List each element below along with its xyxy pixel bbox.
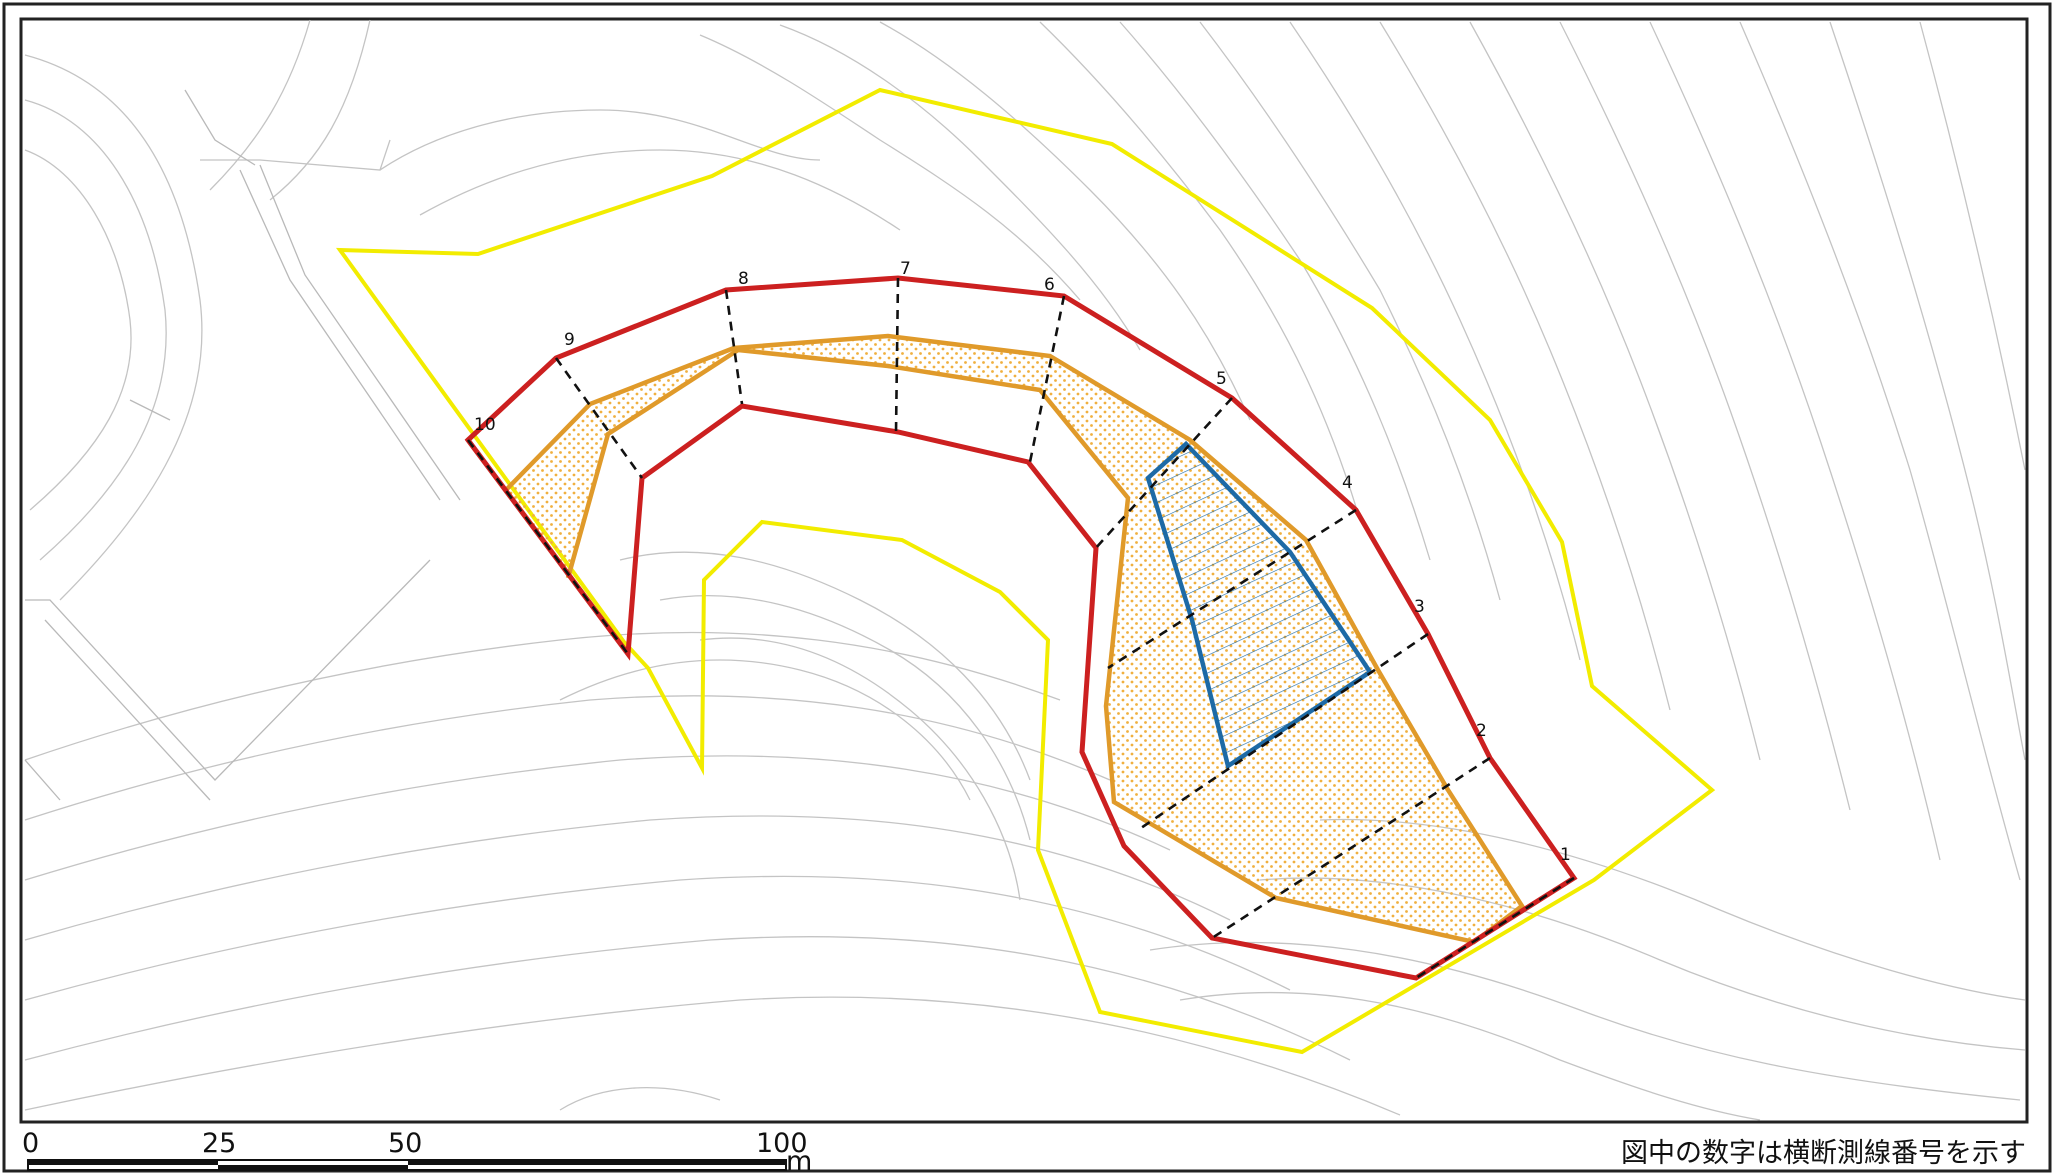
section-label: 10 xyxy=(474,415,496,435)
section-line-2 xyxy=(1211,756,1491,940)
section-label: 7 xyxy=(900,259,911,279)
map-frame xyxy=(19,17,2029,1124)
displaced-mass xyxy=(504,333,1526,945)
section-line-7 xyxy=(894,277,900,433)
section-line-6 xyxy=(1028,295,1066,463)
section-label: 5 xyxy=(1216,369,1227,389)
survey-boundary xyxy=(335,87,1716,1055)
scale-bar: 0 25 50 100 m xyxy=(22,1128,812,1175)
section-label: 9 xyxy=(564,330,575,350)
section-label: 2 xyxy=(1476,721,1487,741)
section-line-3 xyxy=(1137,632,1429,832)
section-labels: 1 2 3 4 5 6 7 8 9 10 xyxy=(474,259,1571,865)
section-line-8 xyxy=(724,289,744,405)
map-note: 図中の数字は横断測線番号を示す xyxy=(1621,1138,2026,1169)
cross-section-lines xyxy=(466,277,1575,980)
scale-tick-label: 25 xyxy=(202,1128,236,1159)
scale-tick-label: 0 xyxy=(22,1128,39,1159)
section-label: 1 xyxy=(1560,845,1571,865)
section-line-5 xyxy=(1093,397,1233,551)
section-line-9 xyxy=(554,357,644,479)
scale-tick-label: 100 xyxy=(756,1128,808,1159)
section-label: 6 xyxy=(1044,275,1055,295)
scale-unit: m xyxy=(786,1146,812,1175)
section-label: 3 xyxy=(1414,597,1425,617)
section-label: 8 xyxy=(738,269,749,289)
road-outlines xyxy=(24,89,461,801)
contour-lines xyxy=(24,19,2026,1121)
section-label: 4 xyxy=(1342,473,1353,493)
section-line-4 xyxy=(1107,508,1357,670)
scale-tick-label: 50 xyxy=(388,1128,422,1159)
section-line-10 xyxy=(466,439,630,655)
landslide-outline xyxy=(464,275,1578,981)
